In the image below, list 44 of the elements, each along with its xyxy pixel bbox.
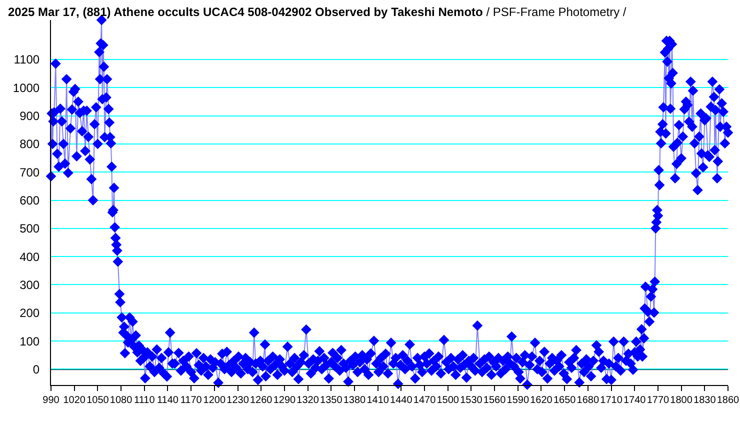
x-tick-label: 1260 [250,395,273,406]
x-tick-label: 1290 [273,395,296,406]
x-tick-label: 1380 [343,395,366,406]
x-tick-label: 1800 [670,395,693,406]
chart-title: 2025 Mar 17, (881) Athene occults UCAC4 508-042902 Observed by Takeshi Nemoto [8,5,483,20]
x-tick-label: 1320 [296,395,320,406]
x-tick-label: 1740 [623,395,646,406]
y-tick-label: 400 [20,250,40,264]
x-tick-label: 1440 [390,395,413,406]
x-tick-label: 1410 [366,395,390,406]
x-tick-label: 1020 [63,395,86,406]
x-tick-label: 1710 [600,395,623,406]
y-tick-label: 1100 [14,52,40,67]
x-tick-label: 1860 [716,395,740,406]
y-tick-label: 200 [20,306,40,320]
x-tick-label: 1080 [110,395,133,406]
x-tick-label: 1140 [156,395,179,406]
x-tick-label: 1110 [134,395,156,406]
x-tick-label: 1830 [694,395,716,406]
y-tick-label: 300 [20,278,40,292]
x-tick-label: 1770 [646,395,670,406]
x-tick-label: 1350 [320,395,343,406]
y-tick-label: 800 [20,137,40,152]
x-tick-label: 1500 [436,395,460,406]
x-tick-label: 1650 [553,395,576,406]
y-tick-label: 1000 [12,80,40,95]
x-tick-label: 1590 [506,395,530,406]
x-tick-label: 1470 [413,395,436,406]
x-tick-label: 1050 [86,395,110,406]
y-tick-label: 100 [20,334,40,348]
y-tick-label: 500 [20,222,40,236]
x-tick-label: 1620 [530,395,553,406]
y-tick-label: 0 [32,362,40,376]
x-tick-label: 1230 [226,395,250,406]
y-tick-label: 700 [20,165,40,180]
x-tick-label: 1530 [460,395,483,406]
y-tick-label: 600 [20,193,40,208]
x-tick-label: 1200 [203,395,226,406]
x-tick-label: 1560 [483,395,506,406]
x-tick-label: 1680 [576,395,600,406]
chart-subtitle: / PSF-Frame Photometry / [486,5,626,20]
x-tick-label: 990 [42,395,60,406]
x-tick-label: 1170 [180,395,202,406]
y-tick-label: 900 [20,108,40,123]
